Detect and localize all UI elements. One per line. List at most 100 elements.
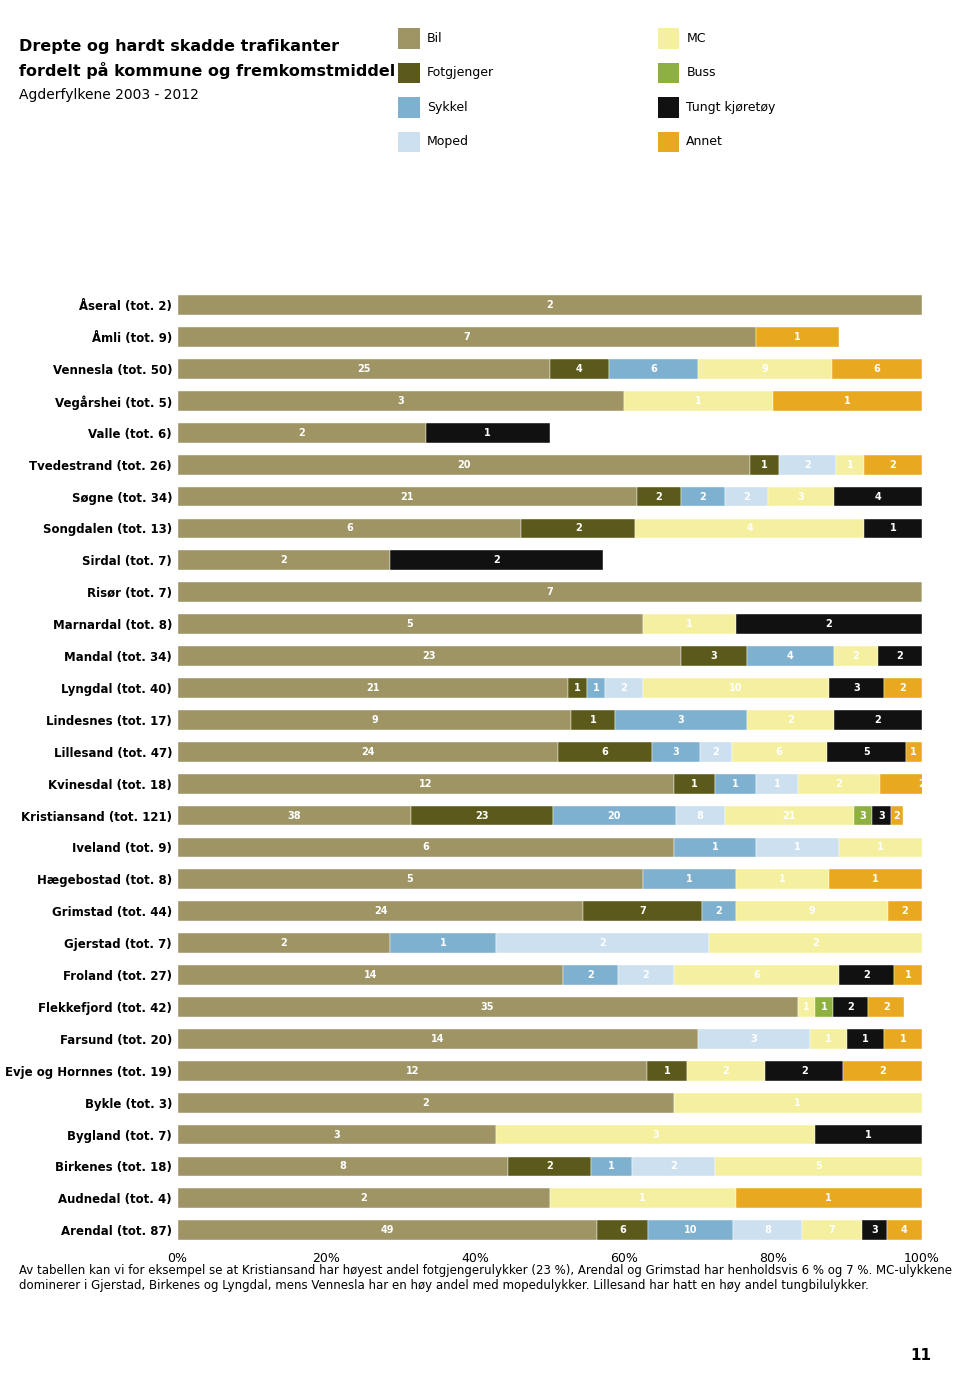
Text: 24: 24 [361, 746, 374, 757]
Text: 2: 2 [712, 746, 719, 757]
Text: 6: 6 [753, 969, 759, 980]
Text: Tungt kjøretøy: Tungt kjøretøy [686, 101, 776, 114]
Bar [178, 677, 568, 698]
Text: 25: 25 [357, 364, 371, 375]
Text: 12: 12 [406, 1066, 420, 1075]
Text: 6: 6 [874, 364, 880, 375]
Bar [836, 454, 864, 475]
Text: 23: 23 [422, 651, 436, 661]
Text: 3: 3 [397, 395, 404, 406]
Bar [411, 806, 553, 825]
Bar [834, 486, 922, 507]
Bar [587, 677, 606, 698]
Text: 1: 1 [865, 1129, 872, 1140]
Text: 2: 2 [848, 1002, 854, 1012]
Text: 1: 1 [900, 1034, 906, 1044]
Bar [642, 677, 828, 698]
Bar [733, 1220, 802, 1241]
Text: 1: 1 [826, 1034, 832, 1044]
Text: 8: 8 [340, 1161, 347, 1172]
Text: 2: 2 [620, 683, 628, 693]
Text: 9: 9 [372, 715, 378, 724]
Bar [606, 677, 642, 698]
Bar [553, 806, 676, 825]
Text: 2: 2 [656, 492, 662, 501]
Text: 5: 5 [407, 874, 414, 884]
Bar [864, 454, 922, 475]
Bar [496, 934, 709, 953]
Bar [709, 934, 922, 953]
Bar [425, 423, 549, 442]
Bar [834, 646, 877, 666]
Text: 9: 9 [808, 906, 815, 916]
Text: 2: 2 [546, 300, 553, 310]
Bar [674, 774, 715, 793]
Text: Moped: Moped [427, 135, 469, 149]
Bar [674, 965, 839, 985]
Text: 3: 3 [878, 811, 885, 821]
Text: 14: 14 [431, 1034, 444, 1044]
Bar [653, 742, 700, 761]
Text: 1: 1 [609, 1161, 615, 1172]
Text: 7: 7 [828, 1226, 835, 1235]
Bar [178, 454, 750, 475]
Text: 1: 1 [774, 778, 780, 789]
Text: 1: 1 [484, 428, 491, 438]
Text: 21: 21 [400, 492, 414, 501]
Text: 8: 8 [764, 1226, 771, 1235]
Text: 1: 1 [910, 746, 917, 757]
Text: Fotgjenger: Fotgjenger [427, 66, 494, 80]
Text: 12: 12 [419, 778, 432, 789]
Bar [178, 328, 756, 347]
Bar [591, 1157, 633, 1176]
Text: 2: 2 [575, 523, 582, 533]
Text: 3: 3 [710, 651, 717, 661]
Bar [756, 328, 839, 347]
Bar [750, 454, 779, 475]
Text: 3: 3 [860, 811, 867, 821]
Text: 1: 1 [685, 874, 692, 884]
Bar [390, 934, 496, 953]
Bar [702, 902, 735, 921]
Bar [715, 1157, 922, 1176]
Text: 2: 2 [826, 620, 832, 629]
Text: 3: 3 [853, 683, 860, 693]
Bar [178, 582, 922, 602]
Bar [888, 902, 922, 921]
Bar [843, 1060, 922, 1081]
Text: 2: 2 [723, 1066, 730, 1075]
Bar [508, 1157, 591, 1176]
Bar [178, 869, 642, 890]
Text: 35: 35 [481, 1002, 494, 1012]
Text: 1: 1 [440, 938, 446, 949]
Text: MC: MC [686, 32, 706, 45]
Bar [725, 486, 768, 507]
Text: 2: 2 [897, 651, 903, 661]
Bar [735, 869, 828, 890]
Bar [178, 1157, 508, 1176]
Text: 2: 2 [787, 715, 794, 724]
Bar [390, 551, 603, 570]
Bar [815, 997, 833, 1016]
Bar [828, 677, 884, 698]
Text: 1: 1 [862, 1034, 869, 1044]
Text: 1: 1 [826, 1194, 832, 1203]
Text: 7: 7 [639, 906, 646, 916]
Bar [642, 869, 735, 890]
Text: 6: 6 [346, 523, 352, 533]
Text: 1: 1 [711, 843, 718, 852]
Bar [839, 965, 894, 985]
Text: 2: 2 [883, 1002, 890, 1012]
Bar [768, 486, 834, 507]
Text: 1: 1 [794, 1097, 801, 1107]
Text: 1: 1 [761, 460, 768, 470]
Bar [735, 902, 888, 921]
Bar [584, 902, 702, 921]
Text: 20: 20 [608, 811, 621, 821]
Text: 1: 1 [847, 460, 853, 470]
Text: 2: 2 [715, 906, 722, 916]
Bar [496, 1125, 815, 1144]
Text: 14: 14 [364, 969, 377, 980]
Bar [178, 519, 521, 538]
Text: Buss: Buss [686, 66, 716, 80]
